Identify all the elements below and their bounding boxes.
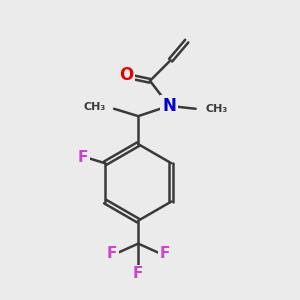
Text: F: F — [160, 246, 170, 261]
Text: O: O — [119, 66, 133, 84]
Text: F: F — [133, 266, 143, 281]
Text: F: F — [106, 246, 117, 261]
Text: CH₃: CH₃ — [84, 102, 106, 112]
Text: F: F — [78, 150, 88, 165]
Text: N: N — [162, 97, 176, 115]
Text: CH₃: CH₃ — [205, 104, 227, 114]
